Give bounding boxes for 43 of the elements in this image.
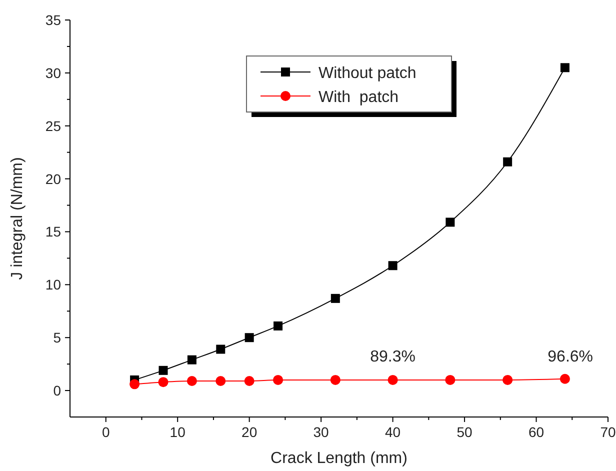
annotation: 96.6% (548, 348, 594, 366)
point (158, 377, 168, 388)
legend-label: With patch (318, 89, 399, 106)
point (388, 261, 398, 270)
y-tick-label: 25 (45, 118, 62, 134)
x-tick-label: 10 (170, 424, 186, 440)
point (274, 321, 283, 330)
point (216, 344, 226, 354)
x-tick-label: 60 (528, 424, 544, 440)
x-tick-label: 40 (385, 424, 401, 440)
point (244, 333, 254, 342)
y-tick-label: 10 (45, 276, 62, 293)
x-tick-label: 70 (600, 424, 616, 440)
point (158, 366, 168, 375)
x-tick-label: 20 (242, 424, 258, 440)
point (502, 374, 513, 385)
x-tick-label: 50 (456, 424, 473, 440)
point (330, 374, 340, 385)
point (187, 355, 196, 364)
point (273, 374, 284, 385)
y-tick-label: 0 (53, 382, 62, 399)
point (560, 63, 570, 72)
point (388, 374, 398, 385)
y-tick-label: 5 (53, 330, 62, 346)
y-tick-label: 15 (45, 224, 62, 240)
legend-label: Without patch (318, 65, 416, 82)
y-tick-label: 30 (45, 64, 62, 81)
point (330, 294, 340, 303)
point (186, 376, 197, 386)
x-tick-label: 0 (102, 424, 110, 440)
point (130, 379, 140, 390)
point (244, 376, 254, 386)
point (445, 374, 456, 385)
point (446, 218, 455, 227)
y-tick-label: 35 (45, 12, 62, 28)
y-axis-title: J integral (N/mm) (9, 157, 26, 280)
x-tick-label: 30 (313, 424, 330, 440)
point (503, 157, 512, 166)
annotation: 89.3% (370, 348, 416, 366)
y-tick-label: 20 (45, 170, 62, 187)
x-axis-title: Crack Length (mm) (270, 450, 408, 467)
point (216, 376, 226, 386)
point (560, 374, 570, 384)
